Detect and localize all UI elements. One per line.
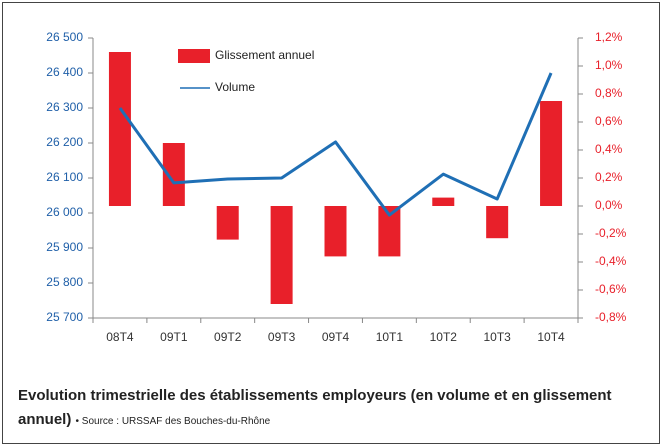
line bbox=[118, 72, 553, 217]
y-tick-label: 26 000 bbox=[46, 205, 83, 219]
y-tick-label: 25 800 bbox=[46, 275, 83, 289]
bar bbox=[162, 143, 185, 206]
y-tick-label: 26 300 bbox=[46, 100, 83, 114]
x-tick-label: 09T3 bbox=[268, 330, 296, 344]
bar bbox=[216, 206, 239, 240]
chart: 25 700 25 800 25 900 26 000 26 100 26 200 26 3… bbox=[46, 30, 627, 344]
source: • Source : URSSAF des Bouches-du-Rhône bbox=[75, 416, 271, 427]
x-tick-label: 09T1 bbox=[160, 330, 188, 344]
y2-tick-label: -0,2% bbox=[595, 226, 627, 240]
x-tick-label: 10T3 bbox=[483, 330, 511, 344]
y-tick-label: 26 500 bbox=[46, 30, 83, 44]
bar bbox=[270, 206, 293, 304]
bar bbox=[432, 197, 455, 206]
caption-block: Evolution trimestrielle des établissemen… bbox=[18, 384, 648, 434]
y2-tick-label: 0,0% bbox=[595, 198, 623, 212]
legend-label: Volume bbox=[215, 80, 255, 94]
bar bbox=[486, 206, 509, 239]
y-tick-label: 26 100 bbox=[46, 170, 83, 184]
y2-tick-label: -0,4% bbox=[595, 254, 627, 268]
y2-tick-label: 0,6% bbox=[595, 114, 623, 128]
x-tick-label: 10T1 bbox=[376, 330, 404, 344]
y2-tick-label: 0,8% bbox=[595, 86, 623, 100]
bar bbox=[108, 52, 131, 206]
legend-label: Glissement annuel bbox=[215, 48, 314, 62]
x-tick-label: 08T4 bbox=[106, 330, 134, 344]
y-tick-label: 25 900 bbox=[46, 240, 83, 254]
x-tick-label: 10T2 bbox=[430, 330, 458, 344]
bar bbox=[540, 101, 563, 206]
y-tick-label: 26 400 bbox=[46, 65, 83, 79]
y2-tick-label: 1,0% bbox=[595, 58, 623, 72]
legend-swatch bbox=[178, 49, 210, 63]
y2-tick-label: -0,8% bbox=[595, 310, 627, 324]
y-tick-label: 25 700 bbox=[46, 310, 83, 324]
y-tick-label: 26 200 bbox=[46, 135, 83, 149]
caption: Evolution trimestrielle des établissemen… bbox=[18, 387, 612, 428]
bar bbox=[378, 206, 401, 257]
bar bbox=[324, 206, 347, 257]
y2-tick-label: -0,6% bbox=[595, 282, 627, 296]
y2-tick-label: 1,2% bbox=[595, 30, 623, 44]
y2-tick-label: 0,2% bbox=[595, 170, 623, 184]
x-tick-label: 10T4 bbox=[537, 330, 565, 344]
x-tick-label: 09T4 bbox=[322, 330, 350, 344]
frame bbox=[2, 2, 660, 444]
y2-tick-label: 0,4% bbox=[595, 142, 623, 156]
x-tick-label: 09T2 bbox=[214, 330, 242, 344]
